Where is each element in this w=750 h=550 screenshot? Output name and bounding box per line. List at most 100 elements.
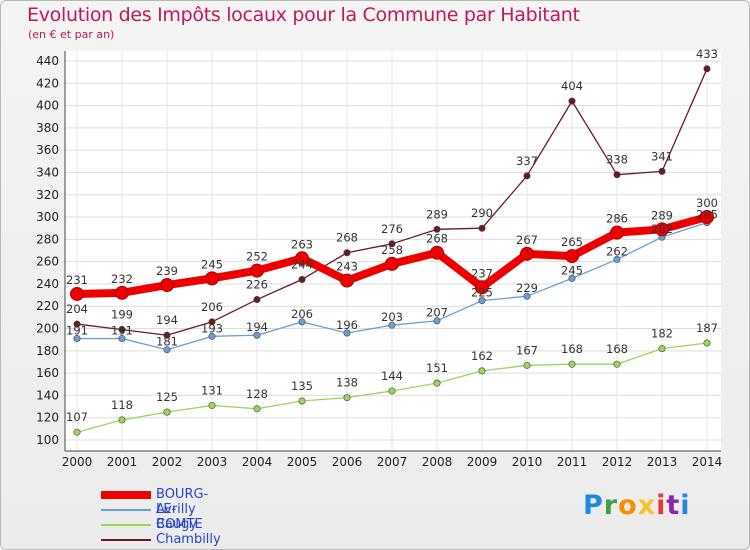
data-point [253,296,261,304]
data-label: 231 [66,273,88,287]
series-avrilly [73,219,711,354]
series-baugy [73,339,711,436]
data-point [613,171,621,179]
data-point [388,387,396,395]
x-tick-label: 2013 [647,455,678,469]
data-label: 286 [606,212,628,226]
data-label: 206 [201,300,223,314]
data-label: 144 [381,369,403,383]
x-tick-label: 2001 [107,455,138,469]
chart-subtitle: (en € et par an) [28,28,115,41]
data-point [523,361,531,369]
legend-label: BOURG-LE-COMTE [156,487,209,532]
y-tick-label: 360 [36,143,59,157]
data-label: 199 [111,308,133,322]
data-point [568,97,576,105]
y-tick-label: 280 [36,232,59,246]
logo-letter: r [603,490,619,521]
data-label: 268 [426,232,448,246]
data-label: 206 [291,307,313,321]
data-label: 191 [111,324,133,338]
data-label: 282 [651,222,673,236]
data-point [118,335,126,343]
data-label: 167 [516,343,538,357]
logo-letter: i [656,490,667,521]
data-point [388,240,396,248]
data-point [343,394,351,402]
x-tick-label: 2006 [332,455,363,469]
data-point [205,271,219,286]
data-label: 204 [66,302,88,316]
data-point [430,245,444,260]
y-tick-label: 340 [36,165,59,179]
data-point [658,167,666,175]
x-tick-label: 2012 [602,455,633,469]
data-point [298,397,306,405]
x-tick-label: 2000 [62,455,93,469]
x-tick-label: 2010 [512,455,543,469]
data-point [160,278,174,293]
data-point [520,246,534,261]
plot-area [65,51,721,451]
x-tick-label: 2005 [287,455,318,469]
data-point [340,273,354,288]
data-point [433,379,441,387]
legend-swatch [101,539,151,541]
logo-letter: P [583,490,604,521]
y-tick-label: 400 [36,99,59,113]
data-point [163,331,171,339]
legend-swatch [101,524,151,526]
data-point [613,360,621,368]
data-point [73,428,81,436]
data-point [478,297,486,305]
legend-label: Chambilly [156,532,221,547]
data-label: 194 [246,320,268,334]
data-labels: 231 232 239 245 252 263 243 258 268 237 267 265 286 2… [66,196,718,287]
data-label: 193 [201,321,223,335]
data-label: 226 [246,278,268,292]
data-label: 267 [516,233,538,247]
data-point [163,408,171,416]
y-tick-label: 100 [36,433,59,447]
data-label: 300 [696,196,718,210]
data-point [523,172,531,180]
data-label: 118 [111,398,133,412]
data-point [298,275,306,283]
data-point [118,416,126,424]
data-point [655,222,669,237]
data-labels: 107 118 125 131 128 135 138 144 151 162 167 168 168 1… [66,321,718,424]
data-label: 337 [516,154,538,168]
data-point [250,263,264,278]
x-tick-label: 2003 [197,455,228,469]
x-tick-label: 2009 [467,455,498,469]
x-tick-label: 2004 [242,455,273,469]
data-point [115,285,129,300]
data-point [568,274,576,282]
data-label: 276 [381,222,403,236]
series-chambilly [73,65,711,339]
y-tick-label: 240 [36,277,59,291]
data-label: 252 [246,250,268,264]
data-point [73,320,81,328]
data-labels: 204 199 194 206 226 244 268 276 289 290 337 404 338 3… [66,47,718,327]
data-point [388,321,396,329]
legend-label: Avrilly [156,502,196,517]
data-label: 258 [381,243,403,257]
y-tick-label: 440 [36,54,59,68]
data-label: 433 [696,47,718,61]
data-point [610,225,624,240]
y-tick-label: 160 [36,366,59,380]
x-tick-label: 2014 [692,455,723,469]
data-label: 244 [291,257,313,271]
logo-letter: o [618,490,638,521]
data-point [613,255,621,263]
data-label: 107 [66,410,88,424]
data-labels: 191 191 181 193 194 206 196 203 207 225 229 245 262 2… [66,208,718,349]
data-point [208,401,216,409]
data-label: 194 [156,313,178,327]
data-point [703,65,711,73]
data-point [658,345,666,353]
data-label: 131 [201,383,223,397]
